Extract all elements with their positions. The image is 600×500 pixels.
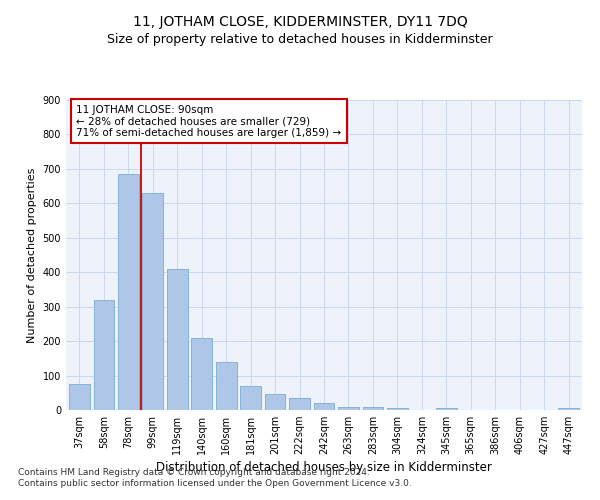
- Bar: [167, 269, 188, 410]
- Y-axis label: Number of detached properties: Number of detached properties: [27, 168, 37, 342]
- Bar: [118, 174, 139, 410]
- Text: 11, JOTHAM CLOSE, KIDDERMINSTER, DY11 7DQ: 11, JOTHAM CLOSE, KIDDERMINSTER, DY11 7D…: [133, 15, 467, 29]
- Bar: [558, 408, 579, 410]
- Bar: [94, 300, 114, 410]
- Bar: [265, 394, 286, 410]
- Bar: [436, 408, 457, 410]
- Text: Contains HM Land Registry data © Crown copyright and database right 2024.
Contai: Contains HM Land Registry data © Crown c…: [18, 468, 412, 487]
- Bar: [240, 386, 261, 410]
- Bar: [338, 406, 359, 410]
- Bar: [387, 408, 408, 410]
- Bar: [69, 384, 90, 410]
- Text: 11 JOTHAM CLOSE: 90sqm
← 28% of detached houses are smaller (729)
71% of semi-de: 11 JOTHAM CLOSE: 90sqm ← 28% of detached…: [76, 104, 341, 138]
- Bar: [216, 362, 236, 410]
- X-axis label: Distribution of detached houses by size in Kidderminster: Distribution of detached houses by size …: [156, 462, 492, 474]
- Bar: [362, 407, 383, 410]
- Bar: [314, 403, 334, 410]
- Bar: [289, 398, 310, 410]
- Bar: [191, 338, 212, 410]
- Bar: [142, 193, 163, 410]
- Text: Size of property relative to detached houses in Kidderminster: Size of property relative to detached ho…: [107, 32, 493, 46]
